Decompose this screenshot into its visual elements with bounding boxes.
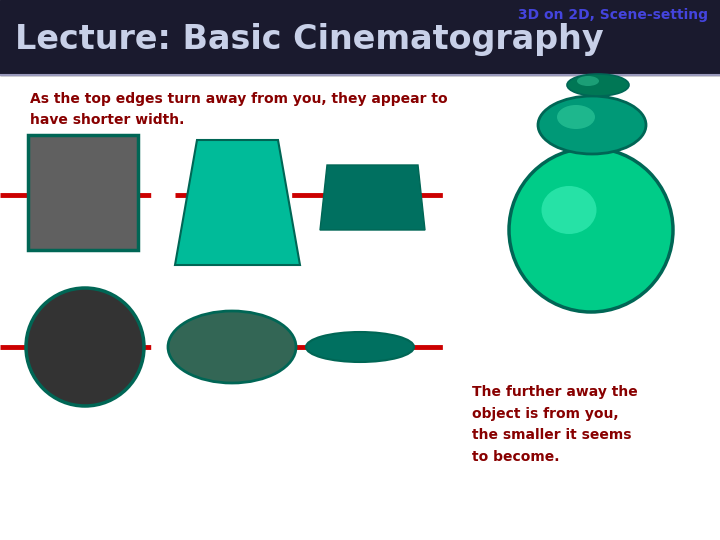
- Bar: [28, 135, 138, 250]
- Text: The further away the
object is from you,
the smaller it seems
to become.: The further away the object is from you,…: [472, 385, 638, 464]
- Polygon shape: [175, 140, 300, 265]
- Ellipse shape: [306, 332, 414, 362]
- Ellipse shape: [509, 148, 673, 312]
- Text: 3D on 2D, Scene-setting: 3D on 2D, Scene-setting: [518, 8, 708, 22]
- Bar: [0, 0, 720, 75]
- Ellipse shape: [557, 105, 595, 129]
- Ellipse shape: [168, 311, 296, 383]
- Ellipse shape: [538, 96, 646, 154]
- Ellipse shape: [577, 76, 599, 86]
- Ellipse shape: [567, 74, 629, 96]
- Polygon shape: [320, 165, 425, 230]
- Text: As the top edges turn away from you, they appear to
have shorter width.: As the top edges turn away from you, the…: [30, 92, 448, 126]
- Ellipse shape: [26, 288, 144, 406]
- Ellipse shape: [541, 186, 596, 234]
- Text: Lecture: Basic Cinematography: Lecture: Basic Cinematography: [15, 24, 603, 57]
